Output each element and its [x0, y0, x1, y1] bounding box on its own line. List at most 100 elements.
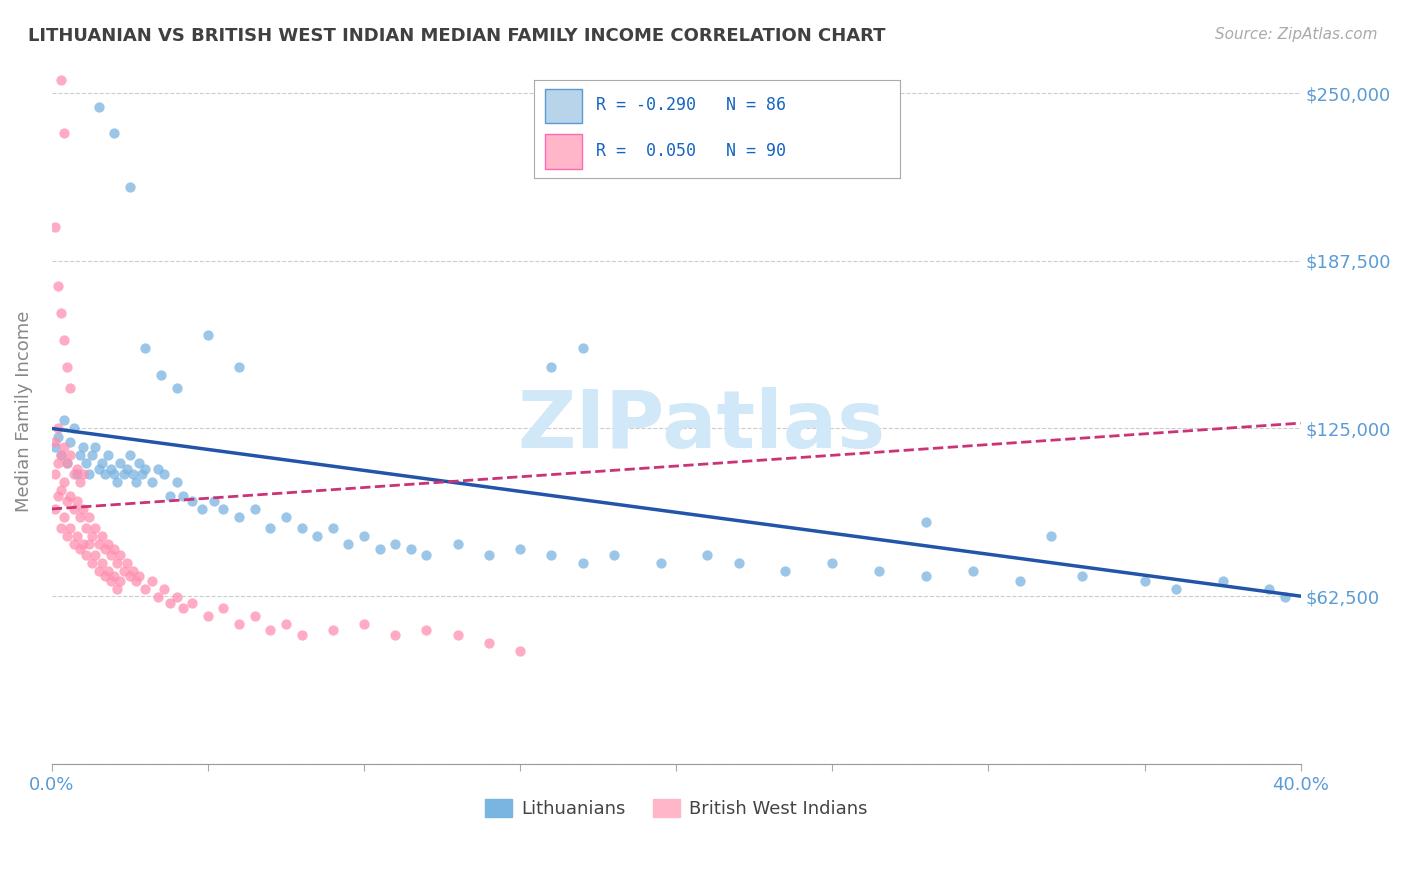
- Point: [166, 591, 188, 605]
- Point: [59, 381, 82, 395]
- Point: [118, 569, 141, 583]
- Point: [66, 467, 89, 481]
- Point: [821, 556, 844, 570]
- Point: [212, 601, 235, 615]
- Text: R = -0.290   N = 86: R = -0.290 N = 86: [596, 96, 786, 114]
- Point: [509, 644, 531, 658]
- Point: [696, 548, 718, 562]
- Point: [181, 494, 204, 508]
- Bar: [546, 134, 582, 169]
- Point: [868, 564, 890, 578]
- Point: [97, 537, 120, 551]
- Point: [46, 489, 69, 503]
- Point: [259, 623, 281, 637]
- Point: [103, 542, 125, 557]
- Point: [134, 341, 156, 355]
- Point: [115, 556, 138, 570]
- Point: [44, 220, 66, 235]
- Point: [110, 574, 132, 589]
- Point: [87, 537, 110, 551]
- Point: [571, 341, 593, 355]
- Point: [49, 448, 72, 462]
- Point: [134, 582, 156, 597]
- Point: [118, 448, 141, 462]
- Point: [259, 521, 281, 535]
- Point: [166, 381, 188, 395]
- Point: [915, 516, 938, 530]
- Point: [72, 502, 94, 516]
- Point: [134, 461, 156, 475]
- Point: [49, 72, 72, 87]
- Point: [103, 127, 125, 141]
- Point: [915, 569, 938, 583]
- Point: [56, 456, 79, 470]
- Point: [59, 434, 82, 449]
- Point: [53, 127, 76, 141]
- Point: [100, 461, 122, 475]
- Point: [125, 475, 148, 490]
- Point: [53, 475, 76, 490]
- Point: [44, 434, 66, 449]
- Point: [243, 502, 266, 516]
- Point: [243, 609, 266, 624]
- Point: [1071, 569, 1094, 583]
- Point: [228, 359, 250, 374]
- Point: [775, 564, 797, 578]
- Point: [399, 542, 422, 557]
- Point: [84, 548, 107, 562]
- Point: [46, 421, 69, 435]
- Point: [159, 489, 181, 503]
- Point: [72, 440, 94, 454]
- Point: [105, 475, 128, 490]
- Point: [46, 456, 69, 470]
- Point: [197, 327, 219, 342]
- Point: [115, 461, 138, 475]
- Point: [82, 529, 104, 543]
- Point: [87, 461, 110, 475]
- Point: [94, 467, 117, 481]
- Point: [1133, 574, 1156, 589]
- Point: [353, 617, 375, 632]
- Point: [1039, 529, 1062, 543]
- Point: [53, 333, 76, 347]
- Point: [72, 467, 94, 481]
- Point: [290, 628, 312, 642]
- Point: [274, 617, 297, 632]
- Point: [153, 582, 176, 597]
- Point: [66, 461, 89, 475]
- Point: [122, 467, 145, 481]
- Point: [105, 582, 128, 597]
- Point: [69, 510, 91, 524]
- Point: [1274, 591, 1296, 605]
- Point: [103, 467, 125, 481]
- Point: [77, 510, 100, 524]
- Point: [118, 180, 141, 194]
- Point: [75, 548, 97, 562]
- Point: [49, 521, 72, 535]
- Point: [53, 440, 76, 454]
- Bar: [546, 89, 582, 123]
- Point: [384, 537, 406, 551]
- Point: [141, 475, 163, 490]
- Point: [650, 556, 672, 570]
- Point: [197, 609, 219, 624]
- Point: [307, 529, 329, 543]
- Point: [128, 456, 150, 470]
- Point: [87, 564, 110, 578]
- Point: [62, 421, 84, 435]
- Point: [84, 521, 107, 535]
- Text: R =  0.050   N = 90: R = 0.050 N = 90: [596, 142, 786, 160]
- Point: [97, 564, 120, 578]
- Point: [62, 502, 84, 516]
- Point: [77, 537, 100, 551]
- Point: [150, 368, 173, 382]
- Point: [368, 542, 391, 557]
- Point: [172, 601, 194, 615]
- Point: [90, 529, 112, 543]
- Point: [159, 596, 181, 610]
- Point: [44, 440, 66, 454]
- Point: [75, 456, 97, 470]
- Point: [46, 279, 69, 293]
- Point: [146, 591, 169, 605]
- Point: [49, 306, 72, 320]
